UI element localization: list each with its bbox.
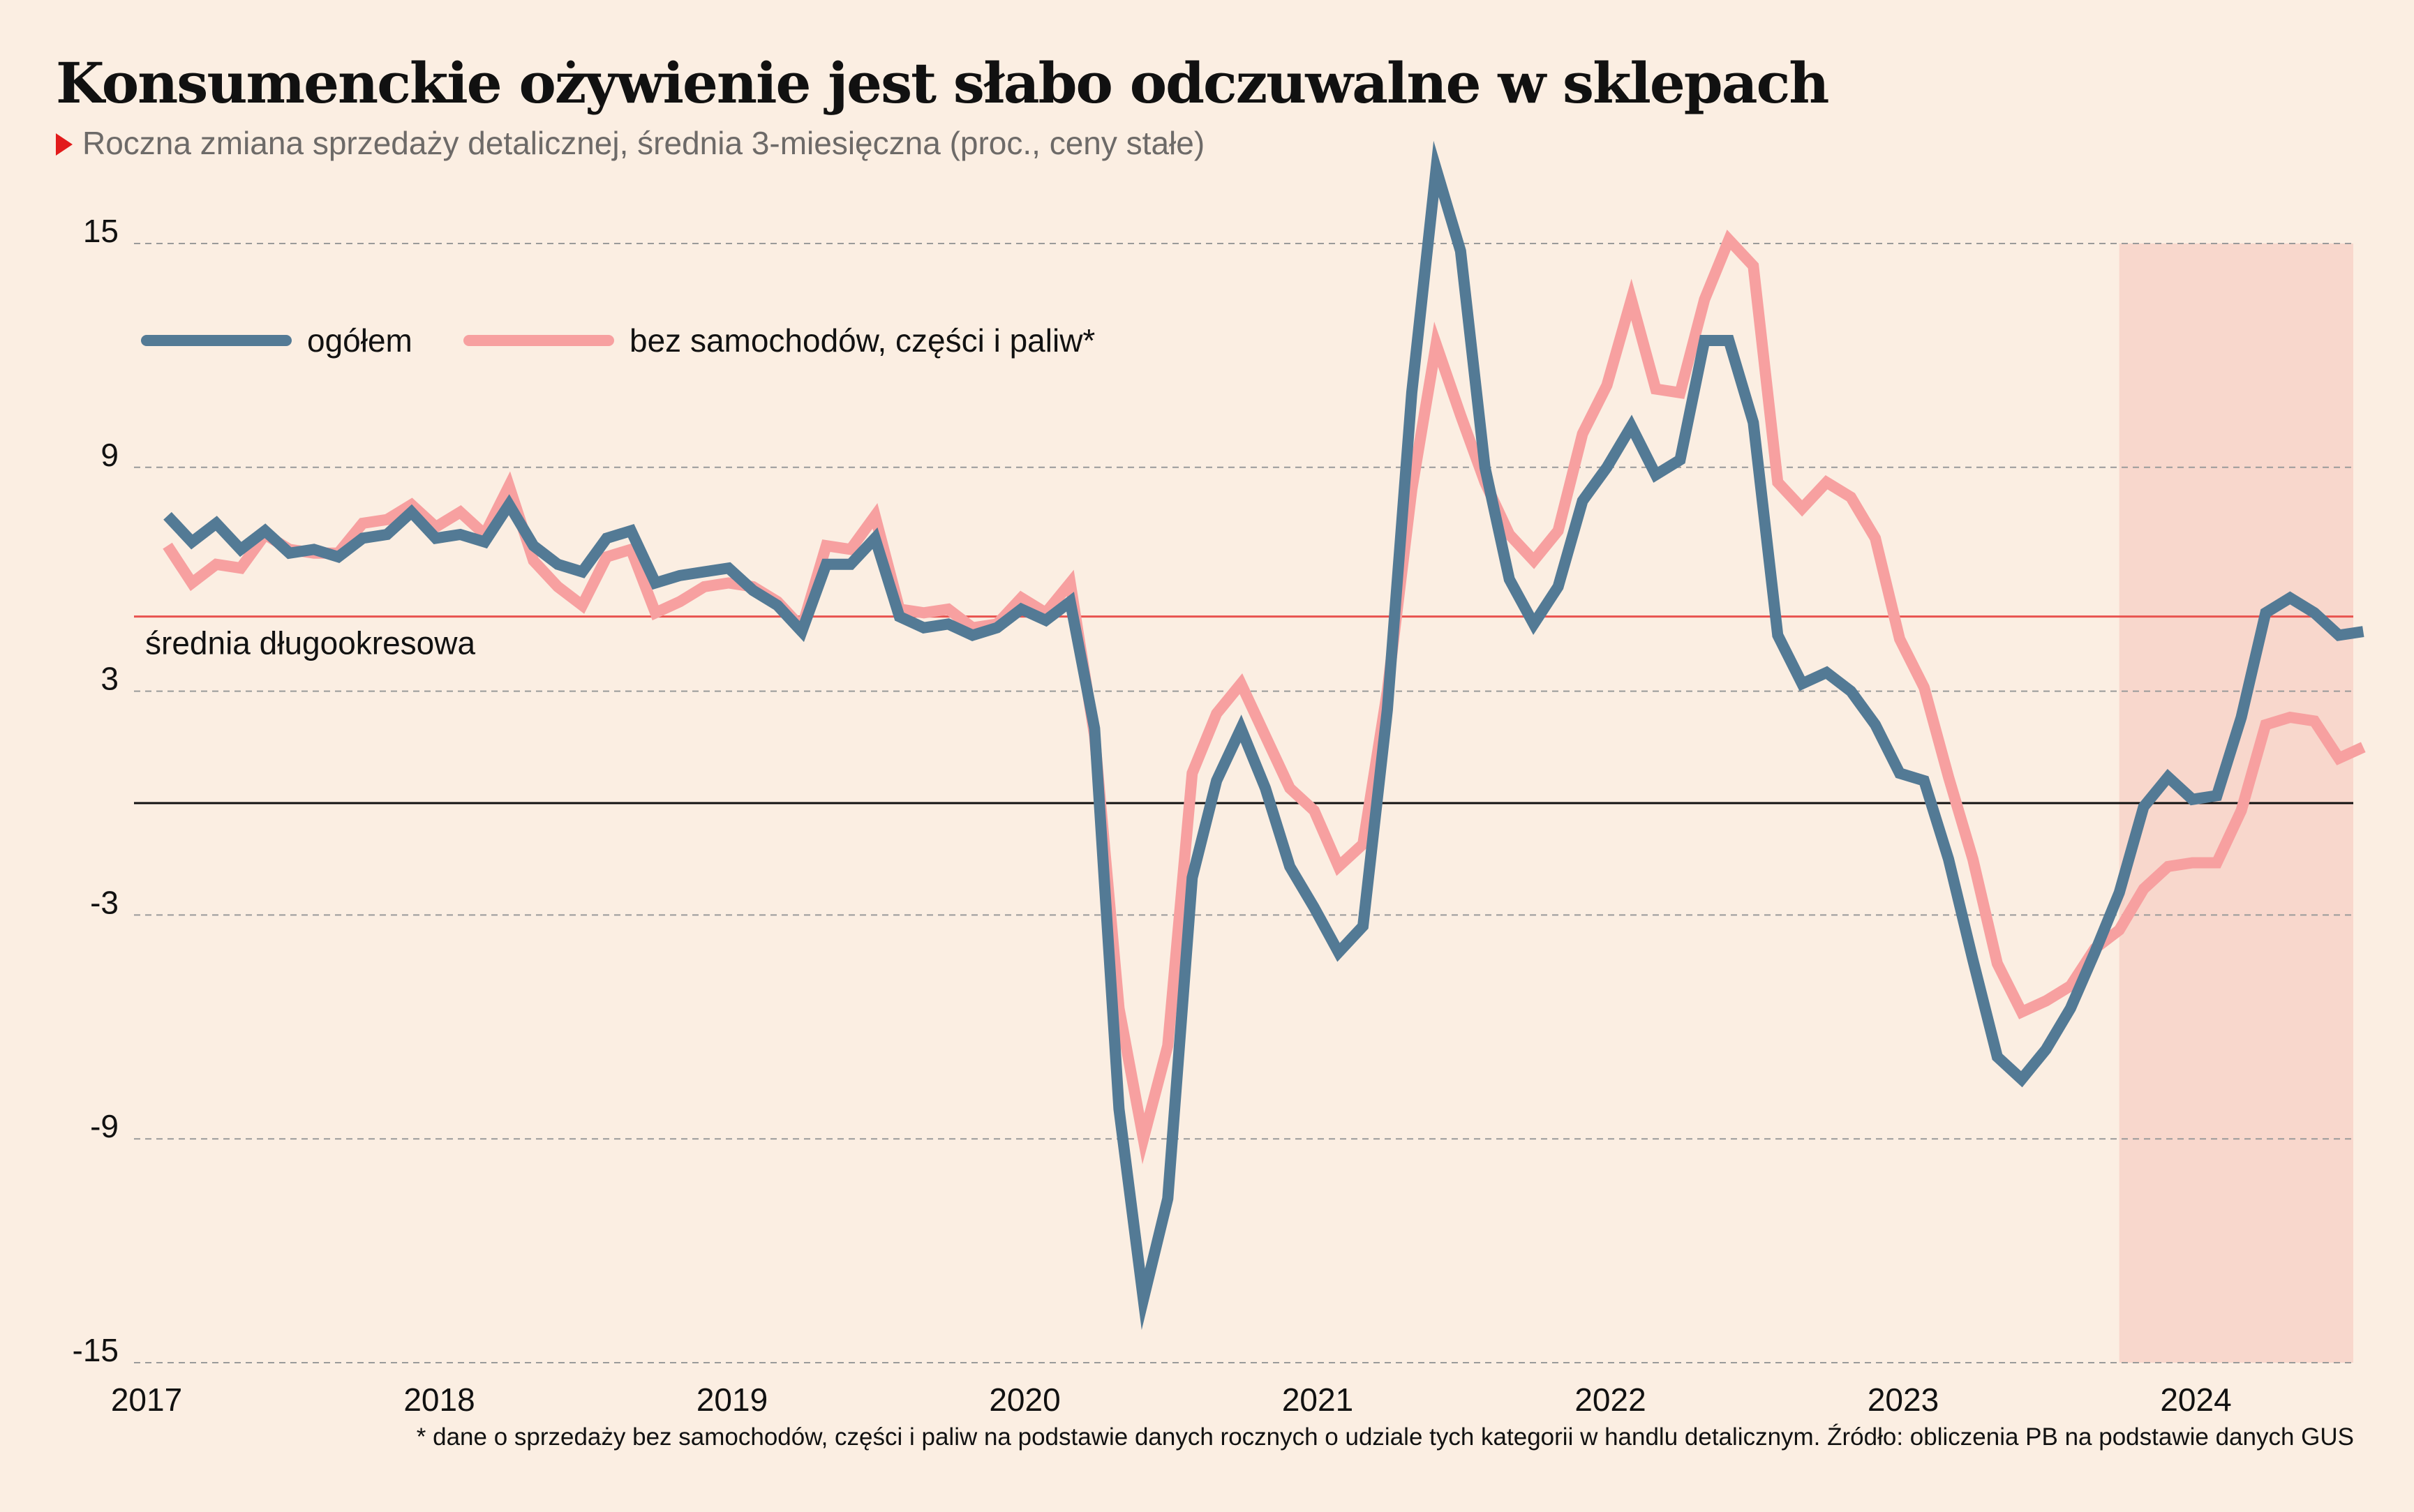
chart-title: Konsumenckie ożywienie jest słabo odczuw… — [56, 50, 1829, 116]
y-tick-label: -9 — [90, 1108, 119, 1144]
gridlines — [134, 243, 2353, 1363]
series-layer — [163, 140, 2366, 1331]
y-axis: 15 9 3 -3 -9 -15 — [73, 213, 119, 1368]
y-tick-label: -15 — [73, 1332, 119, 1368]
y-tick-label: 3 — [100, 661, 119, 697]
y-tick-label: -3 — [90, 884, 119, 920]
reference-line-label: średnia długookresowa — [145, 625, 475, 661]
triangle-marker-icon — [56, 133, 73, 156]
chart-subtitle: Roczna zmiana sprzedaży detalicznej, śre… — [56, 124, 1205, 162]
x-tick-label: 2021 — [1282, 1382, 1353, 1418]
reference-line-layer: średnia długookresowa — [134, 615, 2353, 661]
y-tick-label: 15 — [83, 213, 119, 249]
footnote: * dane o sprzedaży bez samochodów, częśc… — [416, 1423, 2354, 1451]
series-line-0 — [163, 140, 2364, 1331]
x-tick-label: 2024 — [2160, 1382, 2231, 1418]
x-tick-label: 2020 — [989, 1382, 1060, 1418]
subtitle-text: Roczna zmiana sprzedaży detalicznej, śre… — [82, 125, 1205, 161]
x-tick-label: 2017 — [111, 1382, 182, 1418]
x-tick-label: 2023 — [1868, 1382, 1939, 1418]
legend-label-0: ogółem — [307, 322, 412, 359]
x-tick-label: 2022 — [1574, 1382, 1646, 1418]
x-tick-label: 2019 — [696, 1382, 768, 1418]
series-line-1 — [163, 230, 2366, 1165]
legend-label-1: bez samochodów, części i paliw* — [629, 322, 1095, 359]
x-axis: 2017 2018 2019 2020 2021 2022 2023 2024 — [111, 1382, 2232, 1418]
y-tick-label: 9 — [100, 437, 119, 473]
x-tick-label: 2018 — [403, 1382, 475, 1418]
legend: ogółem bez samochodów, części i paliw* — [141, 322, 1095, 359]
